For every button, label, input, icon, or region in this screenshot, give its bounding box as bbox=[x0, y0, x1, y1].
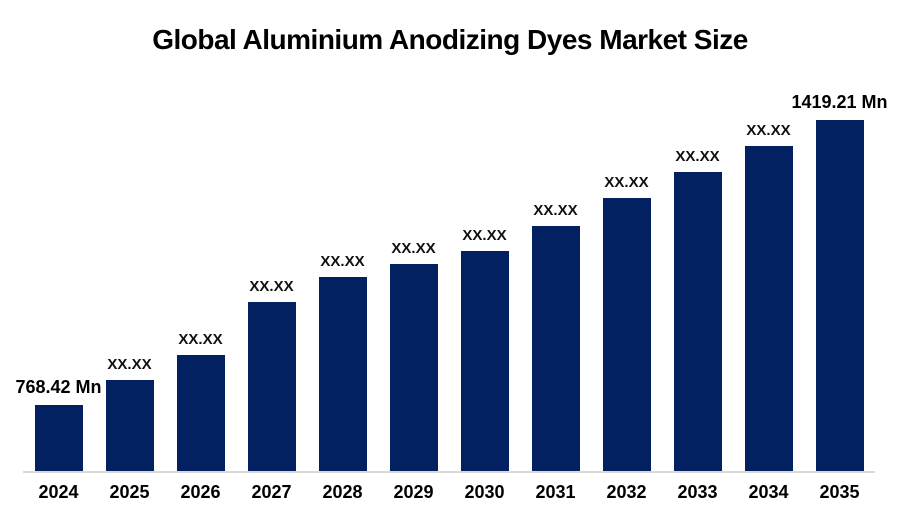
x-tick-2033: 2033 bbox=[677, 482, 718, 502]
bar-value-label: XX.XX bbox=[249, 277, 294, 295]
bar-group-2028: XX.XX bbox=[307, 252, 378, 471]
bar-group-2033: XX.XX bbox=[662, 147, 733, 471]
bar-value-label: 768.42 Mn bbox=[15, 377, 102, 398]
bar-group-2029: XX.XX bbox=[378, 239, 449, 471]
bar-value-label: 1419.21 Mn bbox=[791, 92, 888, 113]
bar-value-label: XX.XX bbox=[320, 252, 365, 270]
bar-value-label: XX.XX bbox=[107, 355, 152, 373]
x-tick-2034: 2034 bbox=[748, 482, 789, 502]
x-tick-2028: 2028 bbox=[322, 482, 363, 502]
bar-group-2031: XX.XX bbox=[520, 201, 591, 471]
bar-2034 bbox=[744, 146, 793, 471]
x-tick-2025: 2025 bbox=[109, 482, 150, 502]
plot-area: 768.42 Mn XX.XX XX.XX XX.XX XX.XX XX.XX … bbox=[15, 51, 888, 471]
bar-value-label: XX.XX bbox=[746, 121, 791, 139]
bar-group-2027: XX.XX bbox=[236, 277, 307, 471]
bar-2027 bbox=[247, 302, 296, 471]
x-axis-line bbox=[23, 471, 875, 473]
bar-group-2032: XX.XX bbox=[591, 173, 662, 471]
bar-2029 bbox=[389, 264, 438, 471]
bar-value-label: XX.XX bbox=[178, 330, 223, 348]
bar-value-label: XX.XX bbox=[462, 226, 507, 244]
bar-2026 bbox=[176, 355, 225, 471]
x-tick-2032: 2032 bbox=[606, 482, 647, 502]
x-tick-2035: 2035 bbox=[819, 482, 860, 502]
bar-2032 bbox=[602, 198, 651, 471]
bar-2033 bbox=[673, 172, 722, 471]
x-tick-2030: 2030 bbox=[464, 482, 505, 502]
bar-2035 bbox=[815, 120, 864, 471]
bar-group-2024: 768.42 Mn bbox=[15, 377, 102, 471]
x-tick-2027: 2027 bbox=[251, 482, 292, 502]
bar-value-label: XX.XX bbox=[533, 201, 578, 219]
bar-value-label: XX.XX bbox=[391, 239, 436, 257]
bar-group-2025: XX.XX bbox=[94, 355, 165, 471]
bar-group-2026: XX.XX bbox=[165, 330, 236, 471]
bar-group-2034: XX.XX bbox=[733, 121, 804, 471]
bar-group-2030: XX.XX bbox=[449, 226, 520, 471]
x-tick-2024: 2024 bbox=[38, 482, 79, 502]
bar-2030 bbox=[460, 251, 509, 471]
bar-group-2035: 1419.21 Mn bbox=[791, 92, 888, 471]
bar-2028 bbox=[318, 277, 367, 471]
x-tick-2031: 2031 bbox=[535, 482, 576, 502]
bar-2024 bbox=[34, 405, 83, 471]
bar-value-label: XX.XX bbox=[604, 173, 649, 191]
x-tick-2029: 2029 bbox=[393, 482, 434, 502]
bar-2025 bbox=[105, 380, 154, 471]
x-axis-tick-labels: 2024 2025 2026 2027 2028 2029 2030 2031 … bbox=[23, 482, 875, 503]
bar-value-label: XX.XX bbox=[675, 147, 720, 165]
chart-title: Global Aluminium Anodizing Dyes Market S… bbox=[152, 24, 748, 55]
x-tick-2026: 2026 bbox=[180, 482, 221, 502]
bar-2031 bbox=[531, 226, 580, 471]
